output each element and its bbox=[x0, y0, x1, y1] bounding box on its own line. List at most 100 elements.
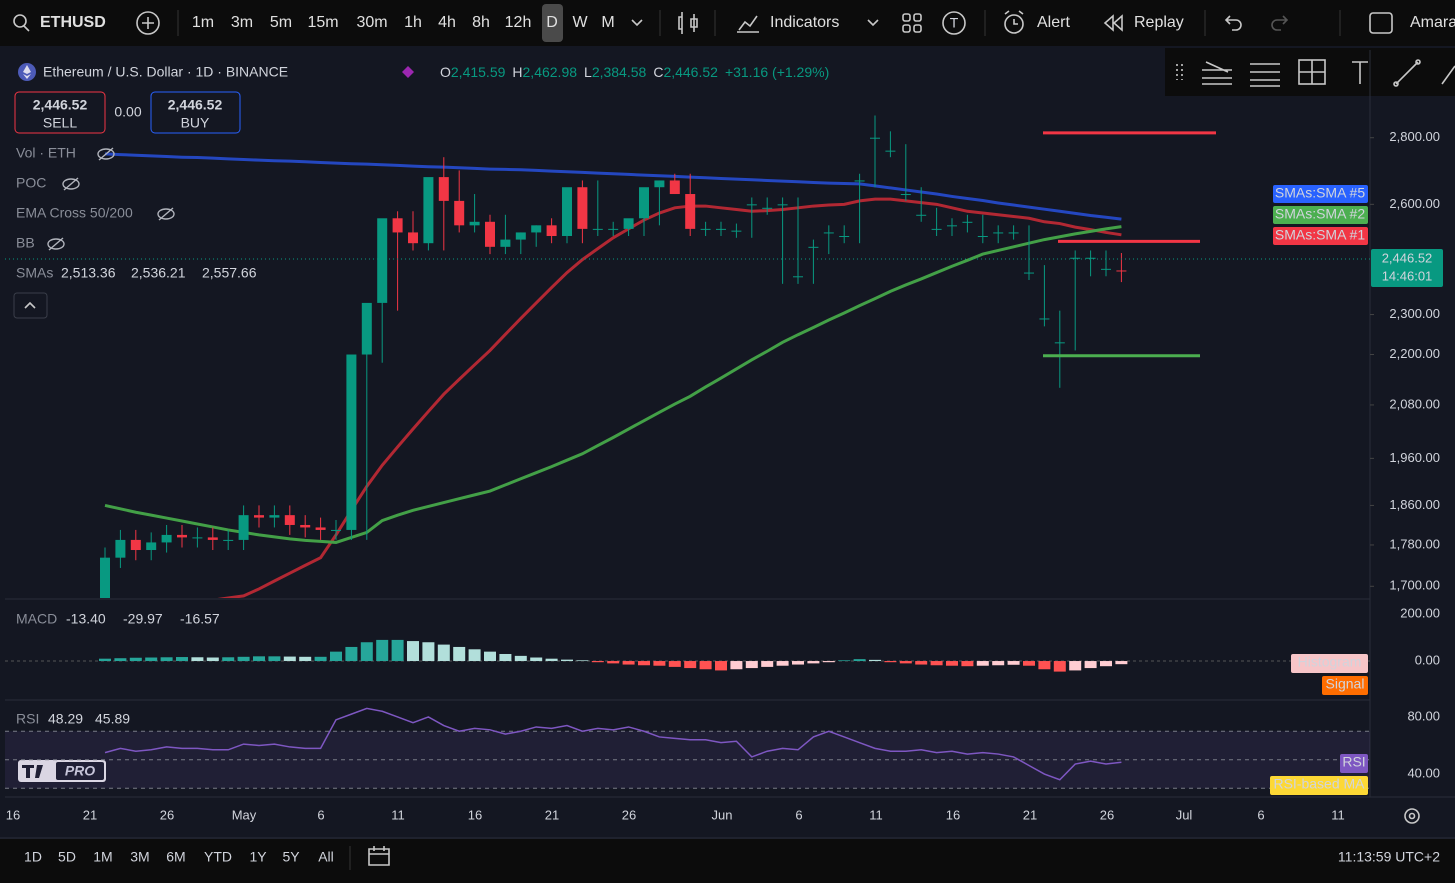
histogram-bar bbox=[391, 639, 404, 662]
hidden-icon[interactable] bbox=[47, 238, 65, 250]
range-button[interactable]: 3M bbox=[130, 849, 149, 865]
interval[interactable]: 5m bbox=[270, 14, 292, 31]
pane-borders bbox=[0, 50, 1455, 839]
toolbar bbox=[0, 0, 1455, 46]
settings[interactable] bbox=[1404, 808, 1420, 824]
interval-menu[interactable] bbox=[631, 19, 643, 27]
fullscreen[interactable] bbox=[1369, 12, 1393, 34]
histogram-bar bbox=[176, 657, 188, 662]
interval[interactable]: 30m bbox=[356, 14, 387, 31]
range-button[interactable]: 5Y bbox=[282, 849, 300, 865]
histogram-bar bbox=[1023, 661, 1035, 666]
histogram-bar bbox=[253, 656, 265, 662]
histogram-bar bbox=[237, 656, 250, 662]
candle-body bbox=[592, 228, 603, 230]
interval[interactable]: 15m bbox=[307, 14, 338, 31]
interval[interactable]: 4h bbox=[438, 14, 456, 31]
replay-button[interactable]: Replay bbox=[1134, 14, 1184, 31]
y-tick-label: 40.00 bbox=[1407, 765, 1440, 780]
sell-button[interactable] bbox=[14, 91, 106, 134]
histogram-bar bbox=[792, 661, 804, 665]
range-button[interactable]: All bbox=[318, 849, 334, 865]
interval[interactable]: 3m bbox=[231, 14, 253, 31]
candle-body bbox=[993, 232, 1004, 234]
templates[interactable] bbox=[942, 11, 966, 35]
add-symbol[interactable] bbox=[136, 11, 160, 35]
series-tag-label: SMAs:SMA #5 bbox=[1275, 185, 1365, 201]
layouts[interactable] bbox=[902, 13, 922, 33]
logo-mark bbox=[22, 765, 43, 778]
histogram-bar bbox=[206, 657, 219, 662]
y-tick-label: 2,300.00 bbox=[1389, 306, 1440, 321]
candle-body bbox=[346, 354, 357, 530]
candle-body bbox=[238, 515, 249, 540]
clock: 11:13:59 UTC+2 bbox=[1338, 849, 1440, 865]
drawing-tools[interactable] bbox=[1176, 59, 1455, 87]
x-tick-label: 16 bbox=[6, 807, 20, 822]
go-to-date[interactable] bbox=[368, 846, 390, 866]
candle-body bbox=[408, 232, 418, 244]
chart-type[interactable] bbox=[678, 12, 698, 34]
buy-button[interactable] bbox=[150, 91, 241, 134]
sma-legend-value: 2,557.66 bbox=[202, 265, 257, 281]
interval[interactable]: D bbox=[546, 14, 558, 31]
range-button[interactable]: 1M bbox=[93, 849, 112, 865]
histogram-bar bbox=[283, 656, 296, 662]
range-button[interactable]: 1D bbox=[24, 849, 42, 865]
indicators-menu[interactable] bbox=[867, 19, 879, 27]
candle-body bbox=[223, 539, 234, 541]
interval[interactable]: W bbox=[572, 14, 588, 31]
interval[interactable]: M bbox=[601, 14, 614, 31]
histogram-bar bbox=[99, 658, 111, 662]
l-label: L bbox=[584, 64, 592, 80]
redo[interactable] bbox=[1271, 15, 1289, 31]
x-tick-label: 6 bbox=[1257, 807, 1264, 822]
replay-icon bbox=[1103, 14, 1123, 32]
x-tick-label: 11 bbox=[391, 807, 405, 822]
alert-icon bbox=[1004, 14, 1024, 34]
indicator-label: EMA Cross 50/200 bbox=[16, 205, 133, 221]
candle-body bbox=[500, 239, 511, 247]
histogram-bar bbox=[129, 657, 142, 662]
alert-button[interactable]: Alert bbox=[1037, 14, 1070, 31]
x-tick-label: 21 bbox=[1023, 807, 1037, 822]
histogram-bar bbox=[468, 649, 481, 662]
undo[interactable] bbox=[1224, 15, 1242, 31]
interval[interactable]: 12h bbox=[505, 14, 532, 31]
candle-body bbox=[454, 200, 465, 226]
histogram-bar bbox=[576, 660, 589, 662]
histogram-bar bbox=[638, 661, 650, 666]
hidden-icon[interactable] bbox=[97, 148, 115, 160]
range-button[interactable]: 6M bbox=[166, 849, 185, 865]
histogram-bar bbox=[114, 658, 127, 662]
y-tick-label: 1,780.00 bbox=[1389, 536, 1440, 551]
symbol[interactable]: ETHUSD bbox=[40, 14, 106, 31]
symbol-menu[interactable] bbox=[402, 66, 414, 78]
y-tick-label: 2,600.00 bbox=[1389, 196, 1440, 211]
user[interactable]: Amara bbox=[1410, 14, 1455, 31]
interval[interactable]: 8h bbox=[472, 14, 490, 31]
candle-body bbox=[870, 137, 880, 139]
interval[interactable]: 1m bbox=[192, 14, 214, 31]
candle-body bbox=[900, 194, 911, 196]
search-icon[interactable] bbox=[13, 14, 27, 28]
candle-body bbox=[1054, 342, 1065, 344]
histogram-bar bbox=[699, 661, 712, 670]
range-button[interactable]: 5D bbox=[58, 849, 76, 865]
candle-body bbox=[885, 150, 896, 152]
histogram-bar bbox=[668, 661, 681, 667]
logo-text: PRO bbox=[65, 763, 95, 779]
interval[interactable]: 1h bbox=[404, 14, 422, 31]
hidden-icon[interactable] bbox=[62, 178, 80, 190]
indicators-button[interactable]: Indicators bbox=[770, 14, 839, 31]
histogram-bar bbox=[653, 661, 666, 666]
candle-body bbox=[315, 527, 326, 530]
candle-body bbox=[531, 225, 542, 233]
range-button[interactable]: YTD bbox=[204, 849, 232, 865]
candle-body bbox=[146, 542, 157, 551]
hidden-icon[interactable] bbox=[157, 208, 175, 220]
histogram-bar bbox=[915, 661, 928, 665]
histogram-bar bbox=[930, 661, 943, 666]
collapse-legend[interactable] bbox=[13, 292, 48, 319]
range-button[interactable]: 1Y bbox=[249, 849, 267, 865]
